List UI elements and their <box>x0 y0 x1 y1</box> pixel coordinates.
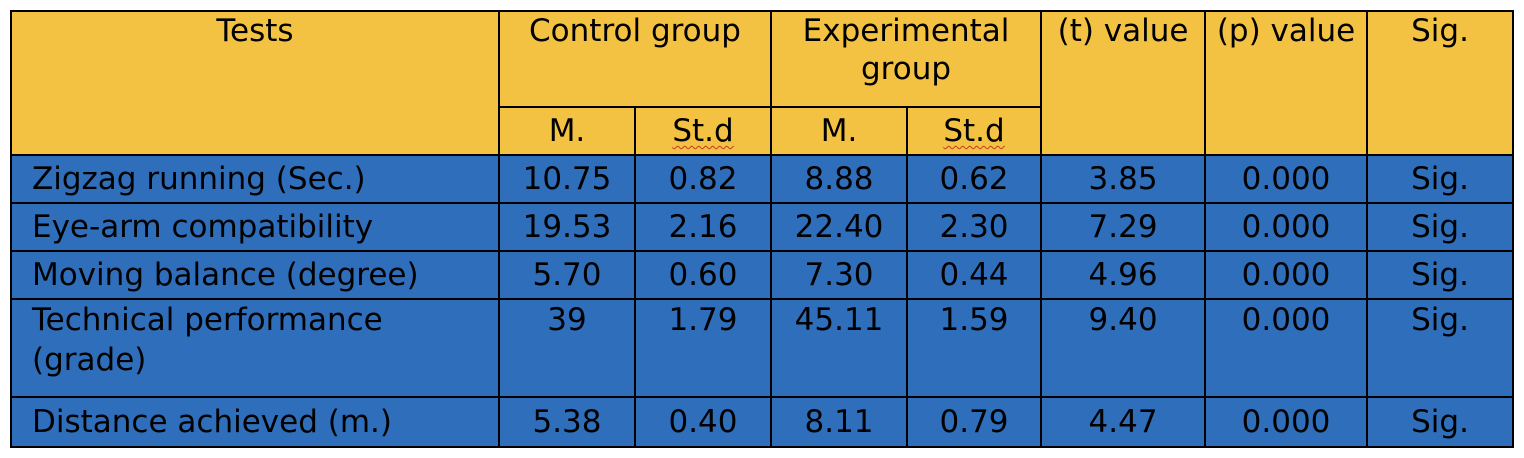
row-t-value: 9.40 <box>1040 298 1207 398</box>
row-test-name: Distance achieved (m.) <box>10 396 500 448</box>
row-test-name: Zigzag running (Sec.) <box>10 154 500 204</box>
row-test-name: Eye-arm compatibility <box>10 202 500 252</box>
row-p-value: 0.000 <box>1204 202 1369 252</box>
row-control-mean: 5.70 <box>498 250 636 300</box>
row-t-value: 4.47 <box>1040 396 1207 448</box>
row-experimental-mean: 8.88 <box>770 154 909 204</box>
row-control-mean: 10.75 <box>498 154 636 204</box>
row-experimental-mean: 45.11 <box>770 298 909 398</box>
row-p-value: 0.000 <box>1204 250 1369 300</box>
row-sig: Sig. <box>1366 154 1515 204</box>
header-experimental-std: St.d <box>906 106 1043 156</box>
row-experimental-mean: 7.30 <box>770 250 909 300</box>
row-control-std: 0.60 <box>633 250 773 300</box>
row-control-std: 0.40 <box>633 396 773 448</box>
row-sig: Sig. <box>1366 396 1515 448</box>
header-tests: Tests <box>10 10 500 156</box>
row-control-std: 0.82 <box>633 154 773 204</box>
header-row-2: M. St.d M. St.d <box>11 106 1513 156</box>
row-control-mean: 19.53 <box>498 202 636 252</box>
header-p-value: (p) value <box>1204 10 1369 156</box>
header-control-mean: M. <box>498 106 636 156</box>
header-row-1: Tests Control group Experimental group (… <box>10 10 1515 156</box>
row-p-value: 0.000 <box>1204 396 1369 448</box>
row-experimental-std: 0.44 <box>906 250 1043 300</box>
row-t-value: 7.29 <box>1040 202 1207 252</box>
row-experimental-std: 1.59 <box>906 298 1043 398</box>
row-experimental-std: 0.62 <box>906 154 1043 204</box>
row-sig: Sig. <box>1366 202 1515 252</box>
row-test-name: Moving balance (degree) <box>10 250 500 300</box>
row-p-value: 0.000 <box>1204 154 1369 204</box>
row-control-mean: 39 <box>498 298 636 398</box>
row-sig: Sig. <box>1366 250 1515 300</box>
results-table: Tests Control group Experimental group (… <box>10 10 1515 448</box>
row-p-value: 0.000 <box>1204 298 1369 398</box>
header-control-group: Control group <box>497 10 773 108</box>
row-experimental-mean: 8.11 <box>770 396 909 448</box>
header-experimental-group: Experimental group <box>770 10 1043 108</box>
row-sig: Sig. <box>1366 298 1515 398</box>
row-t-value: 3.85 <box>1040 154 1207 204</box>
header-experimental-mean: M. <box>770 106 909 156</box>
table-row: Eye-arm compatibility 19.53 2.16 22.40 2… <box>10 202 1515 252</box>
row-experimental-std: 0.79 <box>906 396 1043 448</box>
header-sig: Sig. <box>1366 10 1515 156</box>
table-row: Zigzag running (Sec.) 10.75 0.82 8.88 0.… <box>10 154 1515 204</box>
header-control-std-text: St.d <box>672 113 734 149</box>
row-experimental-mean: 22.40 <box>770 202 909 252</box>
row-control-std: 1.79 <box>633 298 773 398</box>
header-control-std: St.d <box>633 106 773 156</box>
table-row: Technical performance (grade) 39 1.79 45… <box>10 298 1515 398</box>
row-control-mean: 5.38 <box>498 396 636 448</box>
table-row: Moving balance (degree) 5.70 0.60 7.30 0… <box>10 250 1515 300</box>
table-row: Distance achieved (m.) 5.38 0.40 8.11 0.… <box>10 396 1515 448</box>
header-t-value: (t) value <box>1040 10 1207 156</box>
row-test-name: Technical performance (grade) <box>10 298 500 398</box>
row-experimental-std: 2.30 <box>906 202 1043 252</box>
header-experimental-std-text: St.d <box>943 113 1005 149</box>
row-t-value: 4.96 <box>1040 250 1207 300</box>
row-control-std: 2.16 <box>633 202 773 252</box>
